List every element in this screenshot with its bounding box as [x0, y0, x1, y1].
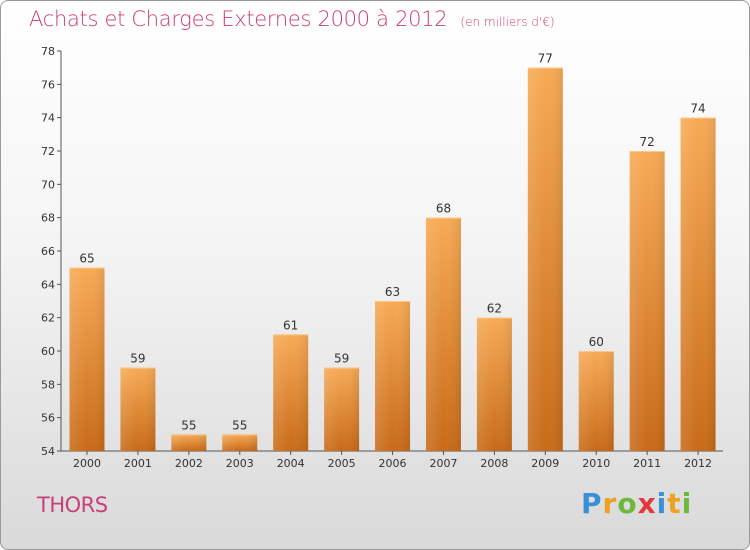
bar-shade	[324, 367, 360, 451]
logo-letter: x	[637, 487, 657, 520]
x-tick-label: 2003	[226, 457, 254, 470]
data-label: 72	[640, 135, 655, 149]
x-tick-label: 2002	[175, 457, 203, 470]
y-tick-label: 76	[41, 78, 55, 91]
data-label: 68	[436, 202, 451, 216]
data-label: 59	[334, 352, 349, 366]
logo-letter: r	[602, 487, 618, 520]
bar-shade	[69, 267, 105, 451]
chart-title-main: Achats et Charges Externes 2000 à 2012	[29, 7, 448, 31]
logo-letter: i	[681, 487, 693, 520]
place-name: THORS	[37, 493, 108, 517]
bar-chart: 54 56 58 60 62 64 66 68 70 72 74 76 78 65 2000 59 2001 5…	[41, 45, 723, 470]
x-tick-label: 2009	[531, 457, 559, 470]
x-tick-label: 2006	[379, 457, 407, 470]
bar-shade	[273, 334, 309, 451]
bar-shade	[222, 434, 258, 451]
y-tick-label: 62	[41, 312, 55, 325]
bar-shade	[425, 217, 461, 451]
data-label: 55	[232, 418, 247, 432]
data-label: 60	[589, 335, 604, 349]
bar-shade	[375, 301, 411, 451]
data-label: 65	[79, 252, 94, 266]
proxiti-logo: Proxiti	[581, 487, 692, 520]
data-label: 63	[385, 285, 400, 299]
y-tick-label: 54	[41, 445, 55, 458]
y-tick-label: 64	[41, 278, 55, 291]
x-tick-label: 2010	[582, 457, 610, 470]
x-tick-label: 2008	[480, 457, 508, 470]
data-label: 62	[487, 302, 502, 316]
y-tick-label: 74	[41, 112, 55, 125]
bar-shade	[578, 351, 614, 451]
y-tick-label: 78	[41, 45, 55, 58]
data-label: 59	[130, 352, 145, 366]
data-label: 74	[690, 102, 705, 116]
y-tick-label: 72	[41, 145, 55, 158]
y-tick-label: 56	[41, 412, 55, 425]
y-tick-label: 70	[41, 178, 55, 191]
logo-letter: P	[581, 487, 603, 520]
x-tick-label: 2000	[73, 457, 101, 470]
chart-title-unit: (en milliers d'€)	[460, 15, 555, 29]
bar-shade	[476, 317, 512, 451]
y-tick-label: 60	[41, 345, 55, 358]
x-tick-label: 2007	[429, 457, 457, 470]
bar-shade	[527, 67, 563, 452]
data-label: 77	[538, 52, 553, 66]
data-label: 55	[181, 418, 196, 432]
x-tick-label: 2011	[633, 457, 661, 470]
logo-letter: t	[667, 487, 682, 520]
x-tick-label: 2005	[328, 457, 356, 470]
x-tick-label: 2004	[277, 457, 305, 470]
bar-shade	[171, 434, 207, 451]
y-tick-label: 68	[41, 212, 55, 225]
x-tick-label: 2001	[124, 457, 152, 470]
chart-title: Achats et Charges Externes 2000 à 2012 (…	[29, 7, 555, 31]
bar-shade	[120, 367, 156, 451]
y-tick-label: 58	[41, 378, 55, 391]
bar-shade	[629, 151, 665, 451]
y-tick-label: 66	[41, 245, 55, 258]
logo-letter: i	[656, 487, 668, 520]
logo-letter: o	[617, 487, 638, 520]
data-label: 61	[283, 318, 298, 332]
bar-shade	[680, 117, 716, 452]
x-tick-label: 2012	[684, 457, 712, 470]
